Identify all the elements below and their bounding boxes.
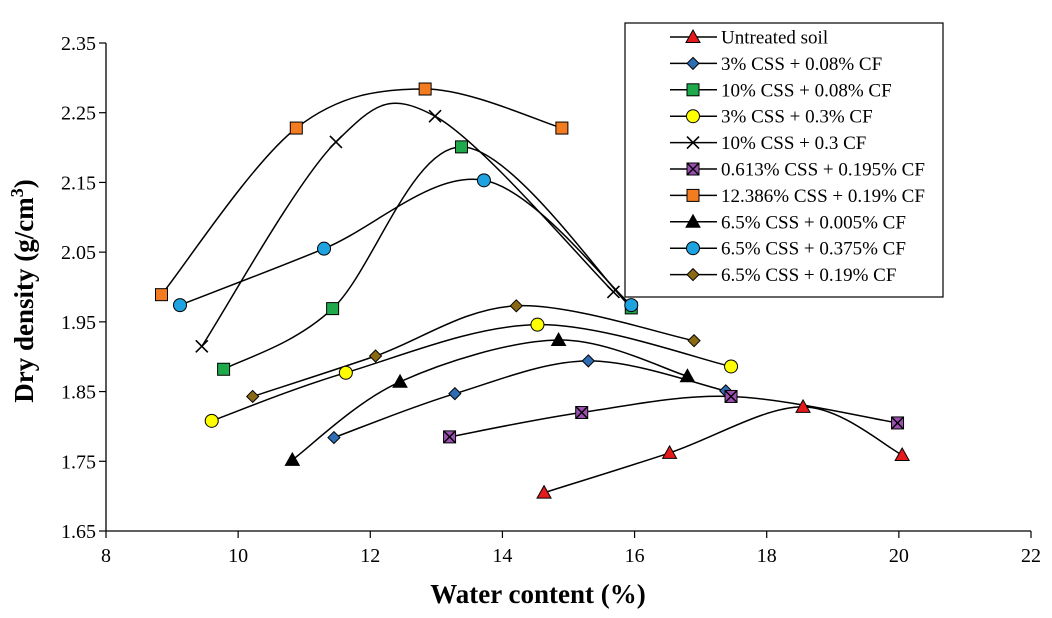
legend-label: 10% CSS + 0.3 CF <box>721 133 866 154</box>
y-axis-title-main: Dry density (g/cm <box>9 197 39 403</box>
data-point <box>217 362 231 376</box>
data-point <box>550 331 567 346</box>
x-tick-label: 12 <box>360 545 380 567</box>
x-tick-label: 18 <box>757 545 777 567</box>
series-curves <box>160 88 903 494</box>
legend-label: 12.386% CSS + 0.19% CF <box>721 186 925 207</box>
data-point <box>289 121 303 135</box>
data-point <box>428 109 442 123</box>
data-point <box>795 398 811 413</box>
series-curve-6 <box>449 395 898 438</box>
data-point <box>891 416 905 430</box>
y-axis-title-close: ) <box>9 179 39 188</box>
data-point <box>624 298 639 313</box>
legend-marker <box>686 109 700 124</box>
data-point <box>661 444 678 459</box>
data-point <box>581 354 596 368</box>
series-markers <box>155 82 911 499</box>
data-point <box>724 389 738 403</box>
x-tick-label: 10 <box>228 545 248 567</box>
data-point <box>679 368 696 383</box>
legend-label: 3% CSS + 0.08% CF <box>721 54 882 75</box>
x-tick-label: 20 <box>889 545 909 567</box>
x-tick-label: 14 <box>492 545 512 567</box>
y-tick-label: 2.35 <box>61 33 96 55</box>
y-tick-label: 1.95 <box>61 312 96 334</box>
data-point <box>443 430 457 444</box>
legend-marker <box>686 188 700 202</box>
y-tick-label: 2.05 <box>61 242 96 264</box>
series-curve-4 <box>211 323 732 422</box>
x-axis-title: Water content (%) <box>430 579 645 609</box>
data-point <box>418 82 432 96</box>
series-curve-8 <box>291 339 688 461</box>
y-tick-label: 2.15 <box>61 172 96 194</box>
series-curve-9 <box>179 178 632 306</box>
data-point <box>326 302 340 316</box>
data-point <box>530 317 545 332</box>
data-point <box>606 285 620 299</box>
data-point <box>195 339 209 353</box>
series-curve-2 <box>333 360 726 439</box>
data-point <box>724 359 739 374</box>
y-axis-title: Dry density (g/cm3) <box>7 179 39 402</box>
legend-label: 3% CSS + 0.3% CF <box>721 107 873 128</box>
axes: 1.65 1.75 1.85 1.95 2.05 2.15 2.25 2.35 8 10 12 14 1… <box>61 33 1041 567</box>
series-curve-1 <box>543 406 903 494</box>
data-point <box>338 365 353 380</box>
legend-marker <box>686 241 700 256</box>
legend-label: 6.5% CSS + 0.005% CF <box>721 212 906 233</box>
legend-marker <box>686 267 700 282</box>
legend-box <box>624 22 944 298</box>
legend-label: Untreated soil <box>721 28 828 49</box>
data-point <box>575 405 589 419</box>
data-point <box>155 288 168 302</box>
y-tick-label: 2.25 <box>61 103 96 125</box>
legend-label: 6.5% CSS + 0.375% CF <box>721 239 906 260</box>
series-curve-10 <box>252 305 695 398</box>
legend: Untreated soil 3% CSS + 0.08% CF 10% CSS +… <box>624 22 944 298</box>
legend-marker <box>686 56 700 71</box>
data-point <box>317 241 332 256</box>
legend-marker <box>686 162 700 176</box>
series-curve-5 <box>201 102 614 347</box>
series-curve-3 <box>223 146 632 370</box>
y-tick-label: 1.75 <box>61 451 96 473</box>
data-point <box>368 349 383 363</box>
data-point <box>687 333 701 348</box>
data-point <box>454 140 468 154</box>
legend-marker <box>686 83 700 97</box>
legend-label: 0.613% CSS + 0.195% CF <box>721 160 925 181</box>
data-point <box>448 386 462 401</box>
legend-marker <box>685 213 701 228</box>
legend-marker <box>686 136 700 150</box>
legend-marker <box>685 28 701 43</box>
data-point <box>204 413 219 428</box>
data-point <box>245 389 260 404</box>
data-point <box>284 451 301 466</box>
data-point <box>327 430 341 445</box>
y-tick-label: 1.65 <box>61 521 96 543</box>
data-point <box>894 446 911 462</box>
y-axis-title-superscript: 3 <box>7 188 27 197</box>
data-point <box>476 173 491 188</box>
x-tick-label: 22 <box>1021 545 1041 567</box>
data-point <box>173 298 187 313</box>
data-point <box>536 484 552 499</box>
legend-label: 6.5% CSS + 0.19% CF <box>721 265 896 286</box>
x-tick-label: 8 <box>101 545 111 567</box>
y-tick-label: 1.85 <box>61 382 96 404</box>
series-curve-7 <box>160 88 563 296</box>
data-point <box>555 121 569 135</box>
data-point <box>392 373 408 388</box>
data-point <box>509 299 524 313</box>
x-tick-label: 16 <box>625 545 645 567</box>
data-point <box>329 135 343 149</box>
legend-label: 10% CSS + 0.08% CF <box>721 80 892 101</box>
